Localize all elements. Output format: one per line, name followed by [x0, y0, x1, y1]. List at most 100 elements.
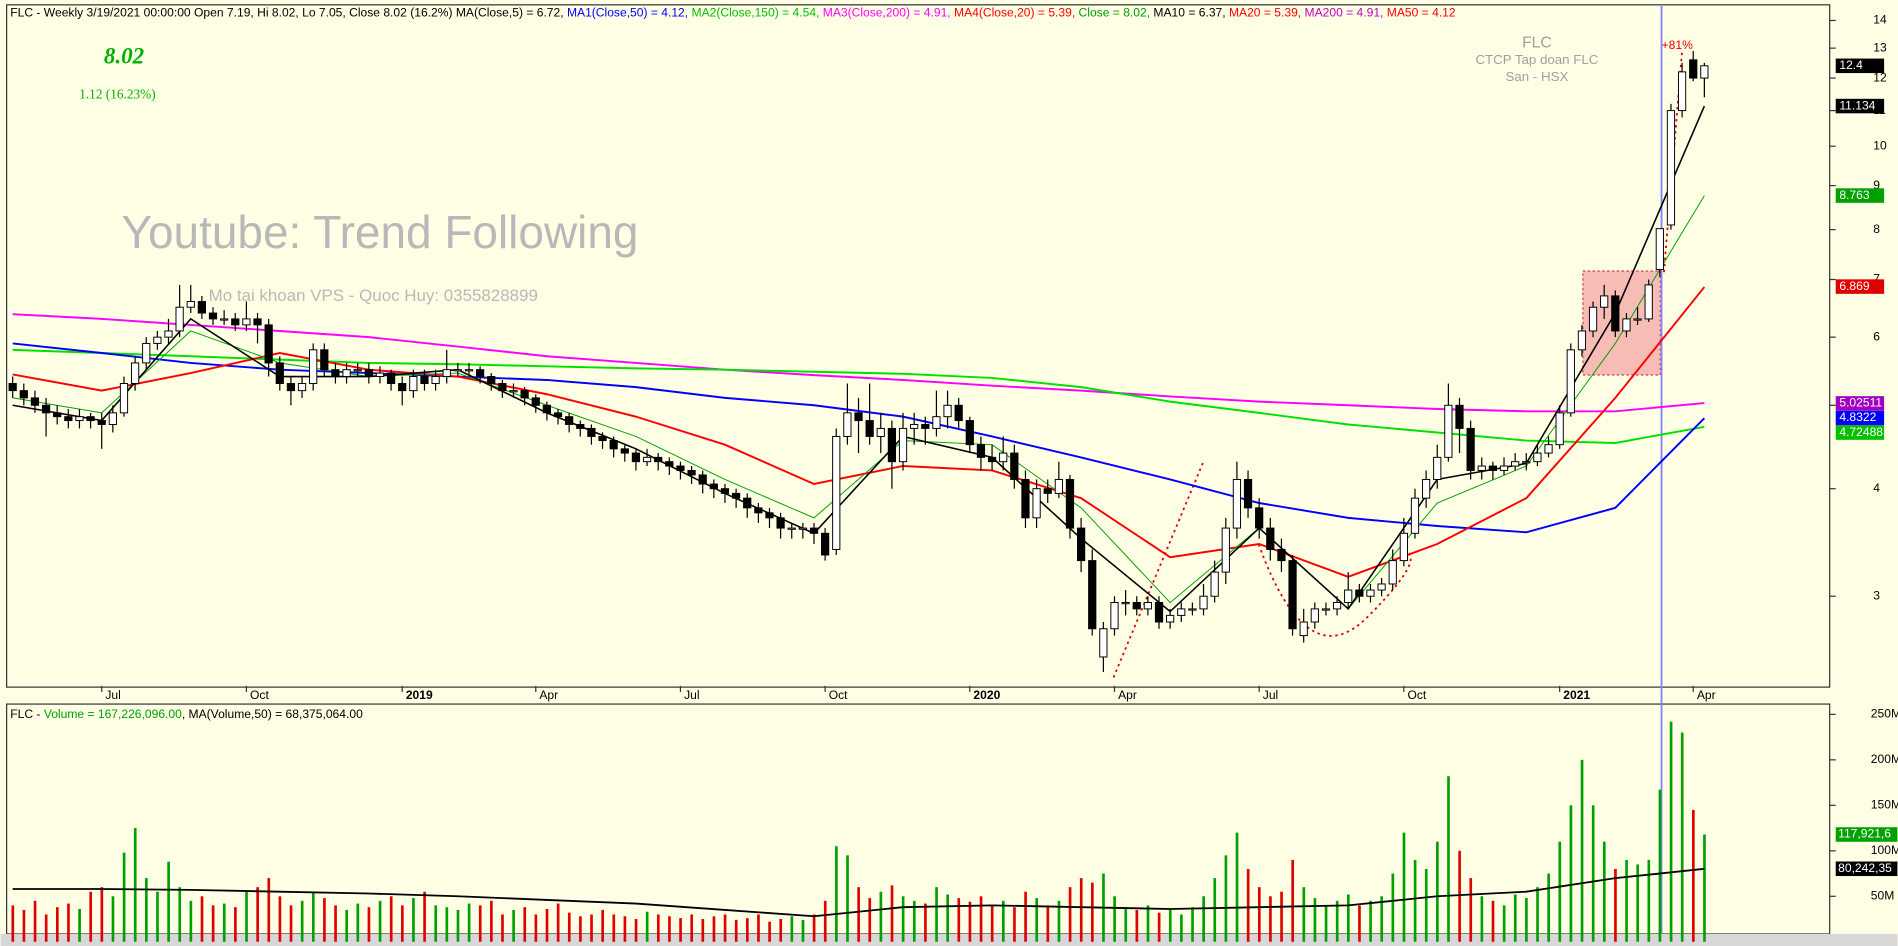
- candle-body: [1221, 527, 1230, 573]
- volume-bar: [545, 909, 549, 942]
- volume-bar: [879, 891, 883, 942]
- candle-body: [242, 318, 251, 326]
- candle-body: [631, 452, 641, 463]
- candle-body: [709, 483, 718, 490]
- volume-bar: [133, 828, 137, 942]
- volume-bar: [679, 918, 682, 942]
- volume-bar: [1291, 859, 1295, 942]
- candle-body: [921, 423, 930, 429]
- candle-body: [1132, 602, 1141, 610]
- candle-body: [1455, 404, 1464, 429]
- candle-body: [642, 456, 652, 463]
- candle-body: [1199, 595, 1208, 610]
- candle-body: [832, 435, 841, 550]
- header-segment: Volume = 167,226,096.00: [44, 707, 182, 721]
- candle-body: [1344, 589, 1353, 603]
- candle-body: [164, 330, 173, 338]
- volume-bar: [345, 909, 349, 942]
- volume-bar: [1001, 900, 1005, 942]
- candle-body: [231, 318, 240, 326]
- volume-bar: [1547, 873, 1550, 942]
- candle-body: [1321, 608, 1331, 611]
- volume-bar: [790, 916, 794, 942]
- volume-bar: [1436, 841, 1439, 942]
- candle-body: [598, 435, 607, 442]
- candle-body: [1177, 608, 1186, 616]
- candle-body: [1255, 507, 1264, 529]
- candle-body: [587, 427, 596, 437]
- candle-body: [1043, 488, 1052, 494]
- candle-body: [130, 362, 140, 384]
- candle-body: [1588, 306, 1598, 332]
- volume-bar: [612, 914, 616, 942]
- candle-body: [1065, 478, 1075, 529]
- volume-tick-label: 100M: [1871, 843, 1898, 857]
- candle-body: [41, 404, 51, 414]
- candle-body: [1466, 427, 1475, 471]
- company: CTCP Tap doan FLC: [1475, 52, 1598, 67]
- candle-body: [821, 532, 830, 556]
- header-segment: MA3(Close,200) = 4.91,: [823, 5, 954, 19]
- candle-body: [1555, 412, 1564, 446]
- volume-bar: [1224, 855, 1228, 942]
- volume-bar: [1558, 841, 1562, 942]
- y-tick-label: 6: [1873, 329, 1880, 343]
- symbol: FLC: [1522, 35, 1552, 52]
- candle-body: [353, 369, 362, 372]
- candle-body: [1166, 614, 1175, 623]
- volume-bar: [1046, 905, 1050, 942]
- volume-tick-label: 150M: [1871, 798, 1898, 812]
- candle-body: [743, 497, 752, 509]
- candle-body: [1355, 589, 1364, 597]
- candle-body: [1700, 65, 1709, 79]
- volume-bar: [901, 896, 905, 942]
- volume-bar: [534, 914, 538, 942]
- candle-body: [1299, 621, 1308, 637]
- volume-bar: [1391, 873, 1395, 942]
- volume-bar: [946, 894, 949, 942]
- volume-bar: [734, 919, 738, 942]
- candle-body: [1288, 560, 1297, 630]
- volume-bar: [1669, 721, 1673, 942]
- candle-body: [687, 469, 696, 476]
- volume-bar: [267, 878, 271, 942]
- candle-body: [364, 369, 373, 378]
- volume-tag: [1835, 827, 1898, 842]
- candle-body: [654, 456, 663, 463]
- candle-body: [153, 336, 162, 344]
- volume-tick-label: 200M: [1871, 752, 1898, 766]
- volume-bar: [1191, 907, 1194, 942]
- volume-bar: [890, 885, 894, 942]
- price-tag-label: 8.763: [1839, 188, 1870, 202]
- candle-body: [854, 412, 863, 422]
- last-price: 8.02: [104, 43, 144, 68]
- volume-bar: [1157, 912, 1161, 942]
- candle-body: [509, 390, 518, 393]
- volume-bar: [567, 912, 571, 942]
- price-tag-label: 5.02511: [1839, 396, 1882, 410]
- header-segment: , MA(Volume,50) = 68,375,064.00: [182, 707, 363, 721]
- volume-bar: [912, 900, 916, 942]
- candle-body: [53, 412, 62, 418]
- candle-body: [442, 369, 451, 378]
- volume-bar: [1636, 864, 1640, 942]
- header-segment: MA1(Close,50) = 4.12,: [567, 5, 692, 19]
- candle-body: [253, 318, 262, 326]
- price-tag: [1835, 396, 1885, 411]
- candle-body: [1021, 478, 1030, 519]
- volume-bar: [968, 901, 972, 942]
- volume-bar: [356, 903, 360, 942]
- candle-body: [665, 461, 674, 467]
- volume-bar: [412, 898, 415, 942]
- candle-body: [1499, 465, 1509, 471]
- volume-bar: [579, 916, 582, 942]
- volume-bar: [400, 905, 404, 942]
- candle-body: [342, 369, 351, 378]
- volume-bar: [1480, 896, 1484, 942]
- volume-bar: [1180, 914, 1183, 942]
- candle-body: [676, 465, 685, 471]
- x-tick-label: Jul: [684, 688, 699, 702]
- ma-line: [12, 313, 1705, 413]
- volume-tag-label: 117,921,6: [1838, 827, 1891, 841]
- volume-bar: [367, 907, 371, 942]
